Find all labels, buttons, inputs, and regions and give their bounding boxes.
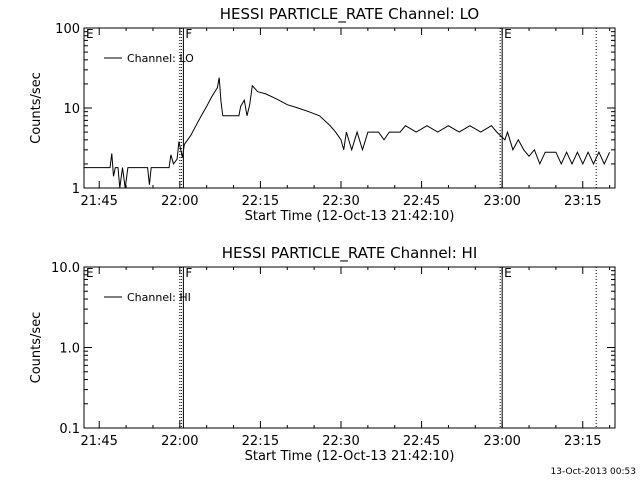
x-tick-label: 22:45 — [403, 194, 440, 209]
legend-label: Channel: HI — [127, 291, 191, 304]
x-tick-label: 22:30 — [322, 434, 359, 449]
y-tick-label: 10 — [63, 102, 80, 117]
chart-title: HESSI PARTICLE_RATE Channel: HI — [222, 244, 478, 263]
event-marker-label: E — [504, 27, 512, 41]
x-tick-label: 23:00 — [483, 434, 520, 449]
y-tick-label: 1.0 — [59, 342, 80, 357]
event-marker-label: E — [504, 266, 512, 280]
x-tick-label: 22:30 — [322, 194, 359, 209]
chart-title: HESSI PARTICLE_RATE Channel: LO — [220, 5, 479, 24]
y-tick-label: 1 — [72, 182, 80, 197]
x-tick-label: 22:45 — [403, 434, 440, 449]
event-marker-label: F — [185, 27, 192, 41]
x-tick-label: 23:15 — [564, 434, 601, 449]
x-tick-label: 22:00 — [161, 194, 198, 209]
x-tick-label: 22:15 — [242, 194, 279, 209]
timestamp-label: 13-Oct-2013 00:53 — [550, 467, 636, 477]
legend-label: Channel: LO — [127, 52, 194, 65]
x-tick-label: 23:00 — [483, 194, 520, 209]
y-tick-label: 0.1 — [59, 422, 80, 437]
event-marker-label: E — [86, 27, 94, 41]
x-tick-label: 21:45 — [80, 434, 117, 449]
y-tick-label: 100 — [55, 22, 80, 37]
x-tick-label: 22:15 — [242, 434, 279, 449]
x-tick-label: 23:15 — [564, 194, 601, 209]
x-axis-label: Start Time (12-Oct-13 21:42:10) — [245, 449, 455, 464]
series-line-channel-lo — [84, 77, 611, 189]
x-tick-label: 22:00 — [161, 434, 198, 449]
event-marker-label: E — [86, 266, 94, 280]
y-axis-label: Counts/sec — [29, 72, 44, 144]
y-axis-label: Counts/sec — [29, 312, 44, 384]
y-tick-label: 10.0 — [51, 261, 80, 276]
x-axis-label: Start Time (12-Oct-13 21:42:10) — [245, 209, 455, 224]
x-tick-label: 21:45 — [80, 194, 117, 209]
event-marker-label: F — [185, 266, 192, 280]
